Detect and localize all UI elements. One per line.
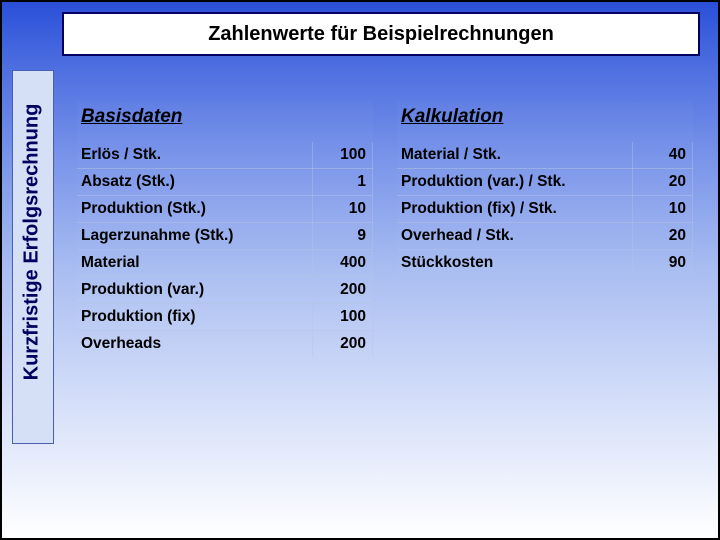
row-value: 20	[633, 169, 693, 196]
row-label: Produktion (Stk.)	[77, 196, 313, 223]
row-label: Produktion (var.)	[77, 277, 313, 304]
row-label: Produktion (fix) / Stk.	[397, 196, 633, 223]
table-row: Produktion (fix)100	[77, 304, 373, 331]
table-row: Overhead / Stk.20	[397, 223, 693, 250]
row-label: Overheads	[77, 331, 313, 358]
row-value: 200	[313, 331, 373, 358]
row-label: Material	[77, 250, 313, 277]
table-row: Lagerzunahme (Stk.)9	[77, 223, 373, 250]
slide-title: Zahlenwerte für Beispielrechnungen	[208, 23, 554, 46]
right-header: Kalkulation	[397, 102, 693, 142]
row-label: Lagerzunahme (Stk.)	[77, 223, 313, 250]
slide: Zahlenwerte für Beispielrechnungen Kurzf…	[0, 0, 720, 540]
row-label: Produktion (var.) / Stk.	[397, 169, 633, 196]
table-row: Material / Stk.40	[397, 142, 693, 169]
row-value: 40	[633, 142, 693, 169]
row-value: 1	[313, 169, 373, 196]
basisdaten-table: Basisdaten Erlös / Stk.100 Absatz (Stk.)…	[77, 102, 373, 357]
kalkulation-table: Kalkulation Material / Stk.40 Produktion…	[397, 102, 693, 276]
row-label: Erlös / Stk.	[77, 142, 313, 169]
row-label: Produktion (fix)	[77, 304, 313, 331]
row-label: Absatz (Stk.)	[77, 169, 313, 196]
row-label: Overhead / Stk.	[397, 223, 633, 250]
row-value: 200	[313, 277, 373, 304]
row-label: Stückkosten	[397, 250, 633, 277]
row-value: 400	[313, 250, 373, 277]
row-value: 10	[313, 196, 373, 223]
table-row: Produktion (var.) / Stk.20	[397, 169, 693, 196]
table-row: Produktion (fix) / Stk.10	[397, 196, 693, 223]
left-column: Basisdaten Erlös / Stk.100 Absatz (Stk.)…	[77, 102, 373, 357]
sidebar-label: Kurzfristige Erfolgsrechnung	[21, 104, 44, 381]
row-value: 100	[313, 304, 373, 331]
content-area: Basisdaten Erlös / Stk.100 Absatz (Stk.)…	[77, 102, 693, 357]
table-row: Overheads200	[77, 331, 373, 358]
title-box: Zahlenwerte für Beispielrechnungen	[62, 12, 700, 56]
table-row: Material400	[77, 250, 373, 277]
left-header: Basisdaten	[77, 102, 373, 142]
right-column: Kalkulation Material / Stk.40 Produktion…	[397, 102, 693, 357]
table-row: Produktion (Stk.)10	[77, 196, 373, 223]
row-value: 10	[633, 196, 693, 223]
row-value: 20	[633, 223, 693, 250]
row-value: 9	[313, 223, 373, 250]
row-label: Material / Stk.	[397, 142, 633, 169]
row-value: 100	[313, 142, 373, 169]
table-row: Produktion (var.)200	[77, 277, 373, 304]
row-value: 90	[633, 250, 693, 277]
table-row: Stückkosten90	[397, 250, 693, 277]
sidebar-tab: Kurzfristige Erfolgsrechnung	[12, 14, 52, 444]
table-row: Absatz (Stk.)1	[77, 169, 373, 196]
table-row: Erlös / Stk.100	[77, 142, 373, 169]
